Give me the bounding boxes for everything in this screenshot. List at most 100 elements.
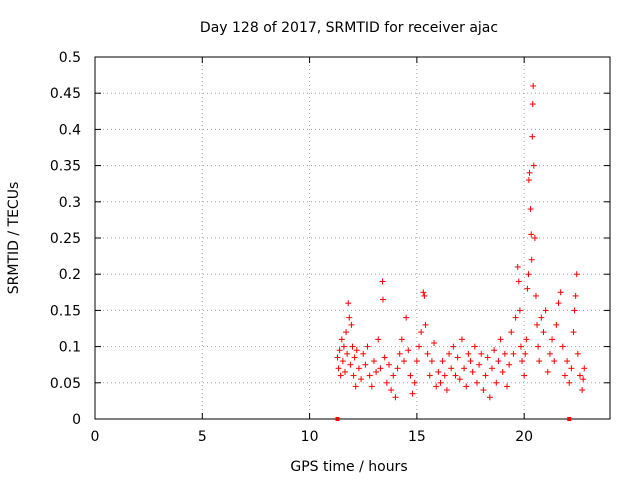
data-point	[421, 292, 428, 299]
y-tick-label: 0.4	[59, 122, 81, 138]
data-point	[401, 358, 407, 365]
data-point	[456, 376, 463, 383]
data-point	[522, 350, 529, 357]
grid-layer	[95, 57, 610, 419]
data-point	[528, 256, 535, 263]
data-point	[394, 365, 401, 372]
data-point	[579, 387, 586, 394]
data-point	[450, 343, 457, 350]
data-point	[341, 368, 348, 375]
data-point	[581, 365, 588, 372]
data-point	[546, 350, 553, 357]
x-tick-label: 15	[408, 429, 426, 445]
data-point	[366, 372, 373, 379]
data-point	[568, 365, 575, 372]
data-point	[573, 271, 580, 278]
data-point	[478, 350, 485, 357]
data-point	[340, 343, 347, 350]
data-point	[473, 379, 480, 386]
data-point	[530, 82, 537, 89]
data-point	[428, 358, 435, 365]
data-point	[379, 296, 386, 303]
data-point	[529, 133, 536, 140]
data-point	[343, 329, 350, 336]
x-axis-label: GPS time / hours	[290, 459, 407, 475]
data-point	[549, 336, 556, 343]
data-point	[532, 292, 539, 299]
data-point	[398, 336, 405, 343]
data-point	[566, 379, 573, 386]
data-point	[480, 387, 487, 394]
data-point	[530, 162, 537, 169]
data-point	[458, 336, 465, 343]
data-point	[360, 350, 367, 357]
data-point	[506, 361, 513, 368]
data-point	[525, 177, 532, 184]
data-point	[435, 368, 442, 375]
data-point	[526, 169, 533, 176]
axis-marker	[335, 417, 340, 421]
data-point	[476, 361, 483, 368]
data-point	[452, 372, 459, 379]
data-point	[540, 329, 547, 336]
data-point	[355, 365, 362, 372]
data-point-layer	[334, 82, 588, 421]
data-point	[574, 350, 581, 357]
data-point	[385, 361, 392, 368]
data-point	[527, 206, 534, 213]
x-tick-label: 20	[515, 429, 533, 445]
y-tick-label: 0.1	[59, 340, 81, 356]
data-point	[528, 231, 535, 238]
data-point	[551, 358, 558, 365]
data-point	[536, 358, 543, 365]
y-tick-label: 0.2	[59, 267, 81, 283]
data-point	[337, 372, 344, 379]
data-point	[350, 372, 357, 379]
data-point	[392, 394, 399, 401]
data-point	[572, 292, 579, 299]
data-point	[544, 368, 551, 375]
y-tick-label: 0.35	[50, 159, 81, 175]
data-point	[514, 263, 521, 270]
data-point	[426, 372, 433, 379]
data-point	[499, 368, 506, 375]
y-axis-label: SRMTID / TECUs	[6, 182, 22, 295]
data-point	[433, 383, 440, 390]
y-tick-label: 0.3	[59, 195, 81, 211]
data-point	[381, 354, 388, 361]
data-point	[388, 387, 395, 394]
data-point	[375, 336, 382, 343]
x-tick-label: 10	[301, 429, 319, 445]
data-point	[424, 350, 431, 357]
data-point	[580, 376, 587, 383]
data-point	[383, 379, 390, 386]
data-point	[409, 390, 416, 397]
data-point	[561, 372, 568, 379]
data-point	[501, 350, 508, 357]
data-point	[461, 365, 468, 372]
data-point	[353, 347, 360, 354]
data-point	[538, 314, 545, 321]
x-tick-label: 5	[198, 429, 207, 445]
data-point	[431, 339, 438, 346]
data-point	[358, 376, 365, 383]
data-point	[553, 321, 560, 328]
data-point	[443, 387, 450, 394]
data-point	[491, 347, 498, 354]
data-point	[504, 383, 510, 390]
data-point	[517, 343, 524, 350]
data-point	[525, 271, 532, 278]
data-point	[335, 365, 342, 372]
x-tick-label: 0	[91, 429, 100, 445]
data-point	[347, 361, 354, 368]
data-point	[523, 336, 530, 343]
data-point	[559, 343, 566, 350]
data-point	[570, 329, 577, 336]
data-point	[521, 372, 528, 379]
data-point	[576, 372, 583, 379]
data-point	[493, 379, 500, 386]
data-point	[364, 343, 371, 350]
data-point	[557, 289, 564, 296]
data-point	[344, 350, 351, 357]
